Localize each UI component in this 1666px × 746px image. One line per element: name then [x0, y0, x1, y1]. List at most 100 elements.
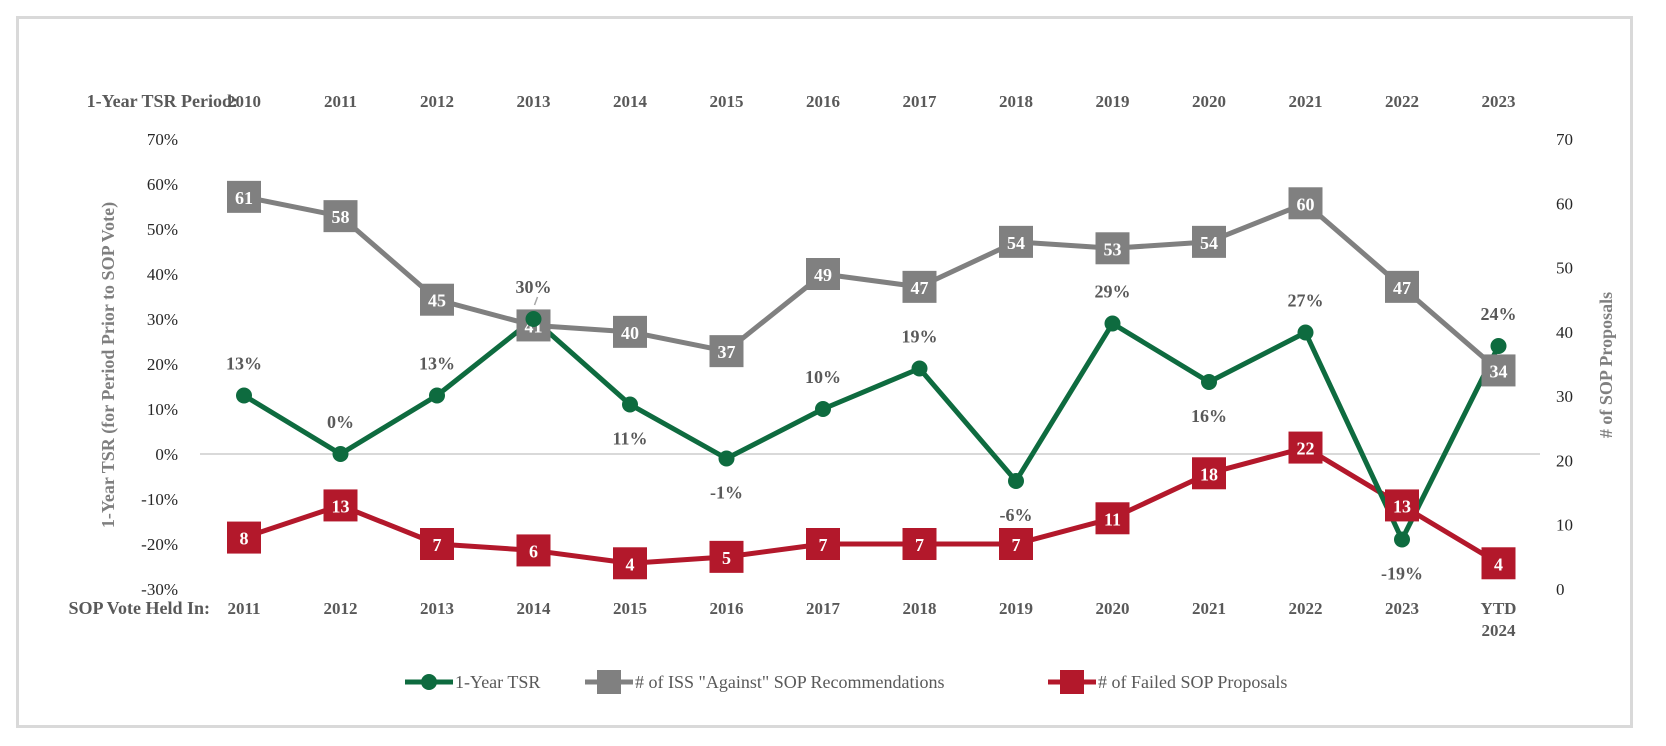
x-category-label: 2016: [710, 599, 744, 618]
series-2-marker: [1192, 457, 1226, 490]
series-2-data-label: 7: [433, 535, 442, 555]
series-2-marker: [420, 528, 454, 560]
legend-marker-icon: [1060, 670, 1084, 694]
series-1-marker: [613, 315, 647, 348]
series-1-data-label: 61: [235, 188, 253, 208]
top-category-label: 2015: [710, 92, 744, 111]
series-line-0: [242, 316, 1501, 542]
series-marks: 6158454140374947545354604734813764577711…: [226, 180, 1517, 584]
y-left-tick-label: 0%: [155, 445, 178, 464]
series-2-data-label: 4: [626, 554, 635, 574]
series-0-data-label: 11%: [612, 429, 647, 449]
series-0-marker: [911, 360, 928, 377]
series-0-marker: [1394, 531, 1410, 548]
series-2-marker: [806, 528, 840, 560]
series-1-data-label: 47: [1393, 278, 1411, 298]
y-right-tick-label: 60: [1556, 194, 1573, 213]
series-1-data-label: 54: [1007, 233, 1025, 253]
series-1-data-label: 58: [332, 207, 350, 227]
series-2-data-label: 7: [1012, 535, 1021, 555]
series-1-data-label: 54: [1200, 233, 1218, 253]
x-category-label: 2012: [324, 599, 358, 618]
series-1-data-label: 47: [911, 278, 929, 298]
series-0-marker: [525, 311, 542, 327]
series-1-data-label: 34: [1490, 361, 1508, 381]
y-right-tick-label: 70: [1556, 130, 1573, 149]
axes: 1-Year TSR Period: SOP Vote Held In: 1-Y…: [68, 91, 1616, 640]
series-1-marker: [420, 283, 454, 316]
leader-line: [533, 296, 539, 306]
series-1-marker: [227, 180, 261, 213]
top-category-label: 2020: [1192, 92, 1226, 111]
series-0-data-label: 13%: [226, 354, 262, 374]
x-category-label: 2011: [227, 599, 260, 618]
series-0-marker: [622, 396, 638, 413]
series-2-data-label: 6: [529, 541, 538, 561]
top-row-title: 1-Year TSR Period:: [87, 91, 238, 111]
top-category-label: 2023: [1482, 92, 1516, 111]
series-2-marker: [1095, 502, 1130, 535]
top-category-label: 2014: [613, 92, 648, 111]
series-0-data-label: 30%: [516, 277, 552, 297]
x-category-label: 2024: [1482, 621, 1517, 640]
series-2-marker: [1288, 431, 1323, 464]
series-0-data-label: -19%: [1381, 564, 1423, 584]
legend-label-0: 1-Year TSR: [455, 672, 540, 692]
series-0-marker: [236, 387, 252, 404]
series-2-data-label: 13: [1393, 496, 1411, 516]
y-right-tick-label: 0: [1556, 580, 1565, 599]
series-0-data-label: -6%: [1000, 505, 1033, 525]
y-left-tick-label: 50%: [147, 220, 178, 239]
series-1-marker: [709, 335, 744, 368]
series-1-marker: [902, 270, 937, 303]
x-category-label: 2023: [1385, 599, 1419, 618]
series-2-data-label: 22: [1297, 439, 1315, 459]
series-1-marker: [1095, 232, 1130, 265]
series-1-marker: [1192, 225, 1226, 258]
series-0-data-label: -1%: [710, 483, 743, 503]
series-2-data-label: 11: [1104, 509, 1121, 529]
series-0-marker: [332, 446, 349, 462]
series-1-data-label: 45: [428, 291, 446, 311]
series-0-data-label: 16%: [1191, 406, 1227, 426]
series-2-marker: [323, 489, 358, 522]
series-2-marker: [709, 540, 744, 573]
y-left-tick-label: 10%: [147, 400, 178, 419]
series-1-data-label: 37: [718, 342, 736, 362]
y-right-tick-label: 30: [1556, 387, 1573, 406]
series-2-marker: [227, 521, 261, 554]
x-category-label: 2017: [806, 599, 841, 618]
series-2-data-label: 8: [240, 529, 249, 549]
series-1-marker: [323, 200, 358, 233]
y-left-tick-label: 20%: [147, 355, 178, 374]
x-category-label: 2021: [1192, 599, 1226, 618]
y-right-tick-label: 10: [1556, 516, 1573, 535]
series-0-data-label: 27%: [1288, 291, 1324, 311]
series-1-data-label: 60: [1297, 194, 1315, 214]
legend-marker-icon: [597, 670, 621, 694]
series-0-marker: [1490, 338, 1507, 354]
x-category-label: 2013: [420, 599, 454, 618]
x-category-label: 2015: [613, 599, 647, 618]
series-0-marker: [1201, 374, 1217, 390]
series-0-marker: [1297, 324, 1314, 341]
series-1-marker: [1481, 354, 1516, 387]
top-category-label: 2019: [1096, 92, 1130, 111]
series-2-marker: [613, 547, 647, 580]
series-1-data-label: 40: [621, 323, 639, 343]
y-right-axis-title: # of SOP Proposals: [1596, 292, 1616, 438]
series-0-data-label: 10%: [805, 367, 841, 387]
top-category-label: 2021: [1289, 92, 1323, 111]
top-category-label: 2011: [324, 92, 357, 111]
y-left-tick-label: 60%: [147, 175, 178, 194]
series-1-data-label: 49: [814, 265, 832, 285]
y-right-tick-label: 50: [1556, 259, 1573, 278]
series-2-data-label: 7: [915, 535, 924, 555]
top-category-label: 2018: [999, 92, 1033, 111]
series-1-marker: [1385, 270, 1419, 303]
series-0-data-label: 24%: [1481, 304, 1517, 324]
y-left-tick-label: 70%: [147, 130, 178, 149]
legend-marker-icon: [421, 674, 437, 690]
y-left-tick-label: -30%: [141, 580, 178, 599]
